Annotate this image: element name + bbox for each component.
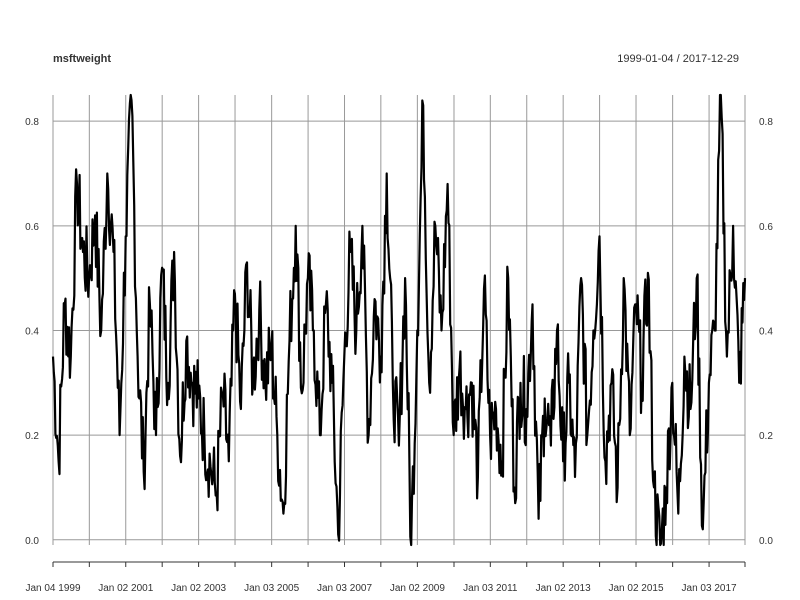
x-axis: Jan 04 1999 Jan 02 2001 Jan 02 2003 Jan 03 … [25,561,746,594]
x-tick-label: Jan 04 1999 [25,583,80,594]
y-tick-label-left: 0.4 [25,326,39,337]
x-tick-label: Jan 03 2017 [682,583,737,594]
y-tick-label-right: 0.4 [759,326,773,337]
x-tick-label: Jan 03 2011 [463,583,518,594]
x-tick-label: Jan 02 2001 [98,583,153,594]
y-tick-label-right: 0.8 [759,117,773,128]
x-tick-label: Jan 03 2005 [244,583,299,594]
y-tick-label-left: 0.6 [25,222,39,233]
x-tick-label: Jan 03 2007 [317,583,372,594]
x-tick-label: Jan 02 2003 [171,583,226,594]
x-tick-label: Jan 02 2013 [536,583,591,594]
y-axis-right: 0.0 0.2 0.4 0.6 0.8 [759,117,773,547]
y-tick-label-right: 0.6 [759,222,773,233]
y-tick-label-right: 0.2 [759,431,773,442]
chart-title: msftweight [53,53,111,65]
vertical-gridlines [52,95,746,545]
y-tick-label-left: 0.2 [25,431,39,442]
x-tick-label: Jan 02 2009 [390,583,445,594]
y-tick-label-right: 0.0 [759,536,773,547]
series-line [51,93,747,547]
x-tick-label: Jan 02 2015 [608,583,663,594]
y-tick-label-left: 0.0 [25,536,39,547]
y-tick-label-left: 0.8 [25,117,39,128]
y-axis-left: 0.0 0.2 0.4 0.6 0.8 [25,117,39,547]
date-range-label: 1999-01-04 / 2017-12-29 [617,53,739,65]
